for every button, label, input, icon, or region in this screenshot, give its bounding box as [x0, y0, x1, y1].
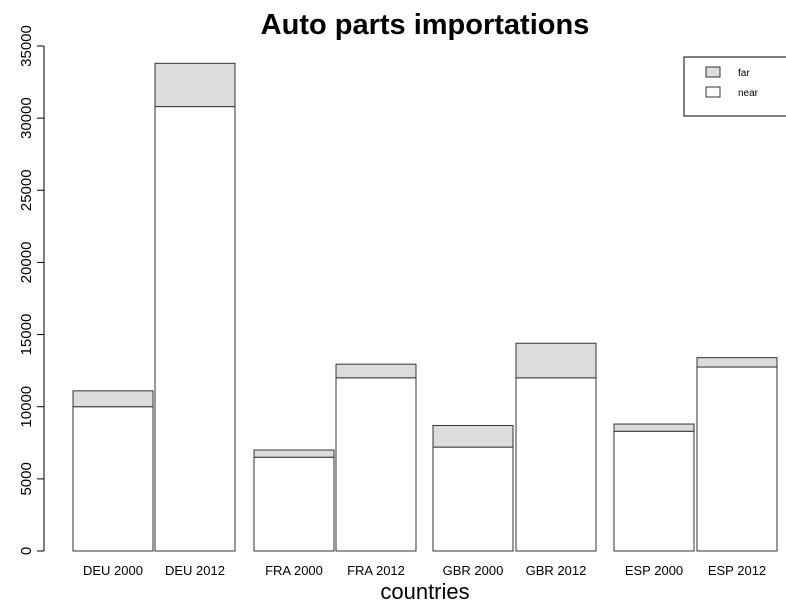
legend-swatch-far [705, 66, 721, 78]
legend: far near [683, 56, 786, 117]
bar-far [154, 62, 236, 108]
y-axis: 0 5000 10000 15000 20000 25000 30000 35000 [18, 25, 45, 555]
legend-swatch-near [705, 86, 721, 98]
bar-near [154, 106, 236, 552]
legend-label-far: far [738, 68, 750, 79]
x-tick-label: DEU 2000 [83, 563, 143, 578]
bar-near [72, 406, 154, 552]
bar-near [613, 430, 695, 552]
bar-far [696, 357, 778, 368]
bar-far [613, 423, 695, 432]
x-tick-label: GBR 2012 [526, 563, 587, 578]
bar-near [335, 377, 417, 552]
y-tick-label: 5000 [18, 462, 35, 495]
bar-near [253, 456, 335, 552]
x-tick-label: ESP 2012 [708, 563, 766, 578]
y-tick-label: 15000 [18, 314, 35, 356]
y-tick-label: 25000 [18, 169, 35, 211]
bar-far [335, 363, 417, 379]
x-tick-label: DEU 2012 [165, 563, 225, 578]
x-axis: DEU 2000 DEU 2012 FRA 2000 FRA 2012 GBR 2000… [83, 563, 766, 578]
legend-box [683, 56, 786, 117]
x-tick-label: FRA 2000 [265, 563, 323, 578]
x-tick-label: GBR 2000 [443, 563, 504, 578]
bar-far [515, 342, 597, 379]
bar-near [515, 377, 597, 552]
x-axis-label: countries [380, 579, 469, 604]
y-tick-label: 35000 [18, 25, 35, 67]
legend-label-near: near [738, 88, 759, 99]
y-tick-label: 0 [18, 547, 35, 555]
bars [72, 62, 778, 552]
y-tick-label: 10000 [18, 386, 35, 428]
x-tick-label: FRA 2012 [347, 563, 405, 578]
bar-near [432, 446, 514, 552]
x-tick-label: ESP 2000 [625, 563, 683, 578]
chart-title: Auto parts importations [261, 9, 590, 41]
bar-far [432, 424, 514, 448]
y-tick-label: 20000 [18, 242, 35, 284]
bar-far [72, 390, 154, 408]
y-tick-label: 30000 [18, 97, 35, 139]
bar-far [253, 449, 335, 458]
bar-near [696, 366, 778, 552]
